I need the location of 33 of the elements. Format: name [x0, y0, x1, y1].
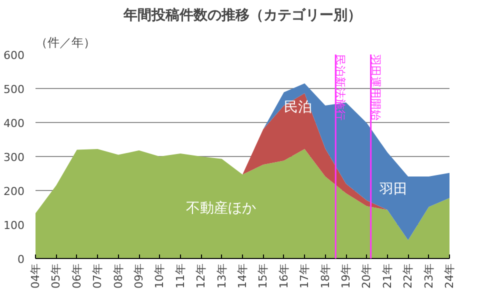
y-axis-title: （件／年）: [36, 36, 96, 50]
x-tick-label: 24年: [443, 263, 456, 288]
x-tick-label: 22年: [402, 263, 415, 288]
y-tick-label: 400: [4, 117, 25, 130]
y-tick-label: 200: [4, 185, 25, 198]
x-tick-label: 07年: [91, 263, 104, 288]
x-tick-label: 05年: [50, 263, 63, 288]
x-tick-label: 12年: [194, 263, 208, 288]
y-tick-label: 500: [4, 83, 25, 96]
x-tick-label: 20年: [360, 263, 374, 288]
x-tick-label: 13年: [215, 263, 228, 288]
x-tick-label: 08年: [112, 263, 125, 288]
series-label: 不動産ほか: [186, 200, 256, 216]
x-tick-label: 14年: [236, 263, 249, 288]
x-tick-label: 06年: [70, 263, 84, 288]
series-label: 羽田: [378, 181, 408, 198]
x-tick-label: 21年: [380, 263, 394, 288]
chart-title: 年間投稿件数の推移（カテゴリー別）: [122, 6, 362, 24]
x-tick-label: 18年: [318, 263, 332, 288]
x-tick-label: 23年: [422, 263, 436, 288]
x-tick-label: 11年: [174, 263, 187, 288]
series-label: 民泊: [284, 100, 312, 116]
x-tick-label: 10年: [153, 263, 166, 288]
y-tick-label: 100: [4, 219, 25, 232]
y-tick-label: 300: [4, 151, 25, 164]
x-tick-label: 16年: [277, 263, 290, 288]
x-tick-label: 19年: [340, 263, 352, 288]
x-tick-label: 17年: [298, 263, 312, 288]
y-tick-label: 0: [18, 253, 24, 266]
x-tick-label: 15年: [256, 263, 270, 288]
x-tick-label: 09年: [132, 263, 146, 288]
x-tick-label: 04年: [29, 263, 42, 288]
y-tick-label: 600: [4, 49, 25, 62]
